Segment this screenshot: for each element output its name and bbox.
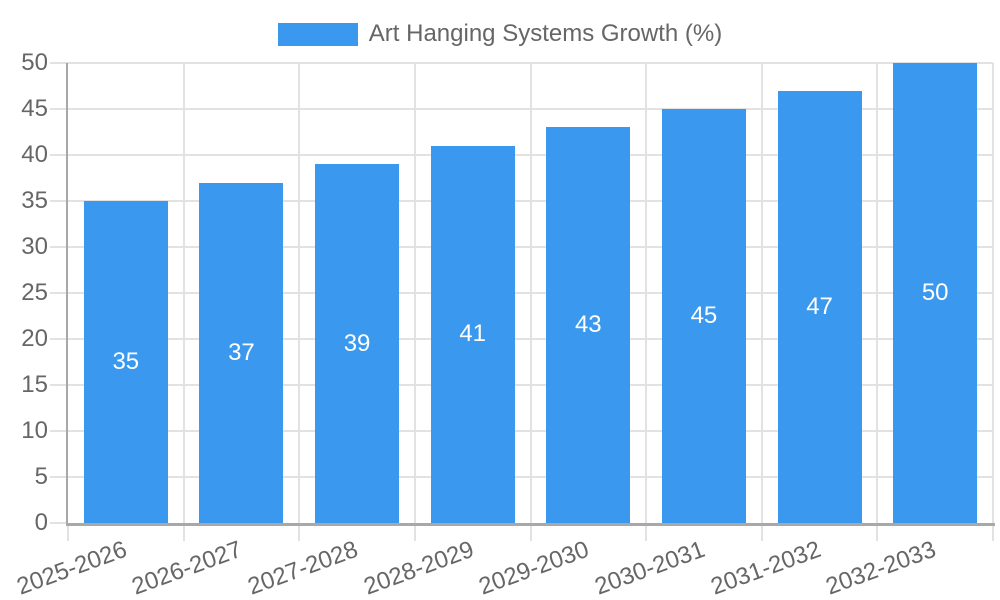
y-tick	[50, 200, 68, 202]
y-tick	[50, 430, 68, 432]
y-tick	[50, 476, 68, 478]
x-tick	[529, 523, 532, 541]
y-axis-line	[66, 63, 68, 523]
x-tick	[413, 523, 416, 541]
bar-value-label: 43	[574, 311, 602, 339]
bar	[430, 145, 515, 523]
y-tick	[50, 154, 68, 156]
bar	[893, 63, 978, 523]
y-axis-label: 40	[21, 141, 48, 168]
y-axis-label: 0	[34, 509, 48, 536]
v-gridline	[298, 63, 301, 523]
x-tick	[298, 523, 301, 541]
x-tick	[760, 523, 763, 541]
x-tick	[67, 523, 69, 541]
y-tick	[50, 62, 68, 64]
bar-value-label: 35	[112, 348, 140, 375]
legend-label: Art Hanging Systems Growth (%)	[368, 20, 723, 47]
bar	[661, 109, 746, 523]
v-gridline	[413, 63, 416, 523]
v-gridline	[529, 63, 532, 523]
bar-value-label: 41	[459, 320, 487, 348]
v-gridline	[182, 63, 185, 523]
bar	[199, 182, 284, 523]
y-tick	[50, 384, 68, 386]
v-gridline	[645, 63, 648, 523]
v-gridline	[876, 63, 879, 523]
y-axis-label: 20	[21, 325, 48, 352]
legend-swatch	[277, 22, 358, 46]
bar	[777, 90, 862, 523]
v-gridline	[992, 63, 994, 523]
bar-value-label: 45	[690, 302, 718, 329]
y-tick	[50, 292, 68, 294]
y-axis-label: 25	[21, 279, 48, 306]
bar	[83, 201, 168, 523]
bar-value-label: 50	[921, 279, 949, 306]
y-tick	[50, 522, 68, 524]
y-axis-label: 30	[21, 233, 48, 260]
y-axis-label: 35	[21, 187, 48, 214]
bar	[315, 164, 400, 523]
x-axis-line	[66, 523, 995, 526]
v-gridline	[760, 63, 763, 523]
x-tick	[182, 523, 185, 541]
bar-value-label: 47	[806, 292, 833, 320]
bar-value-label: 37	[228, 338, 255, 366]
bar-value-label: 39	[343, 329, 371, 357]
x-tick	[645, 523, 648, 541]
y-axis-label: 15	[21, 371, 48, 398]
y-axis-label: 45	[21, 95, 48, 122]
y-tick	[50, 246, 68, 248]
y-axis-label: 5	[34, 463, 48, 490]
bar	[546, 127, 631, 523]
y-axis-label: 50	[21, 49, 48, 76]
y-tick	[50, 108, 68, 110]
y-axis-label: 10	[21, 417, 48, 444]
y-tick	[50, 338, 68, 340]
x-tick	[876, 523, 879, 541]
chart-legend[interactable]: Art Hanging Systems Growth (%)	[0, 20, 1000, 48]
x-tick	[992, 523, 994, 541]
